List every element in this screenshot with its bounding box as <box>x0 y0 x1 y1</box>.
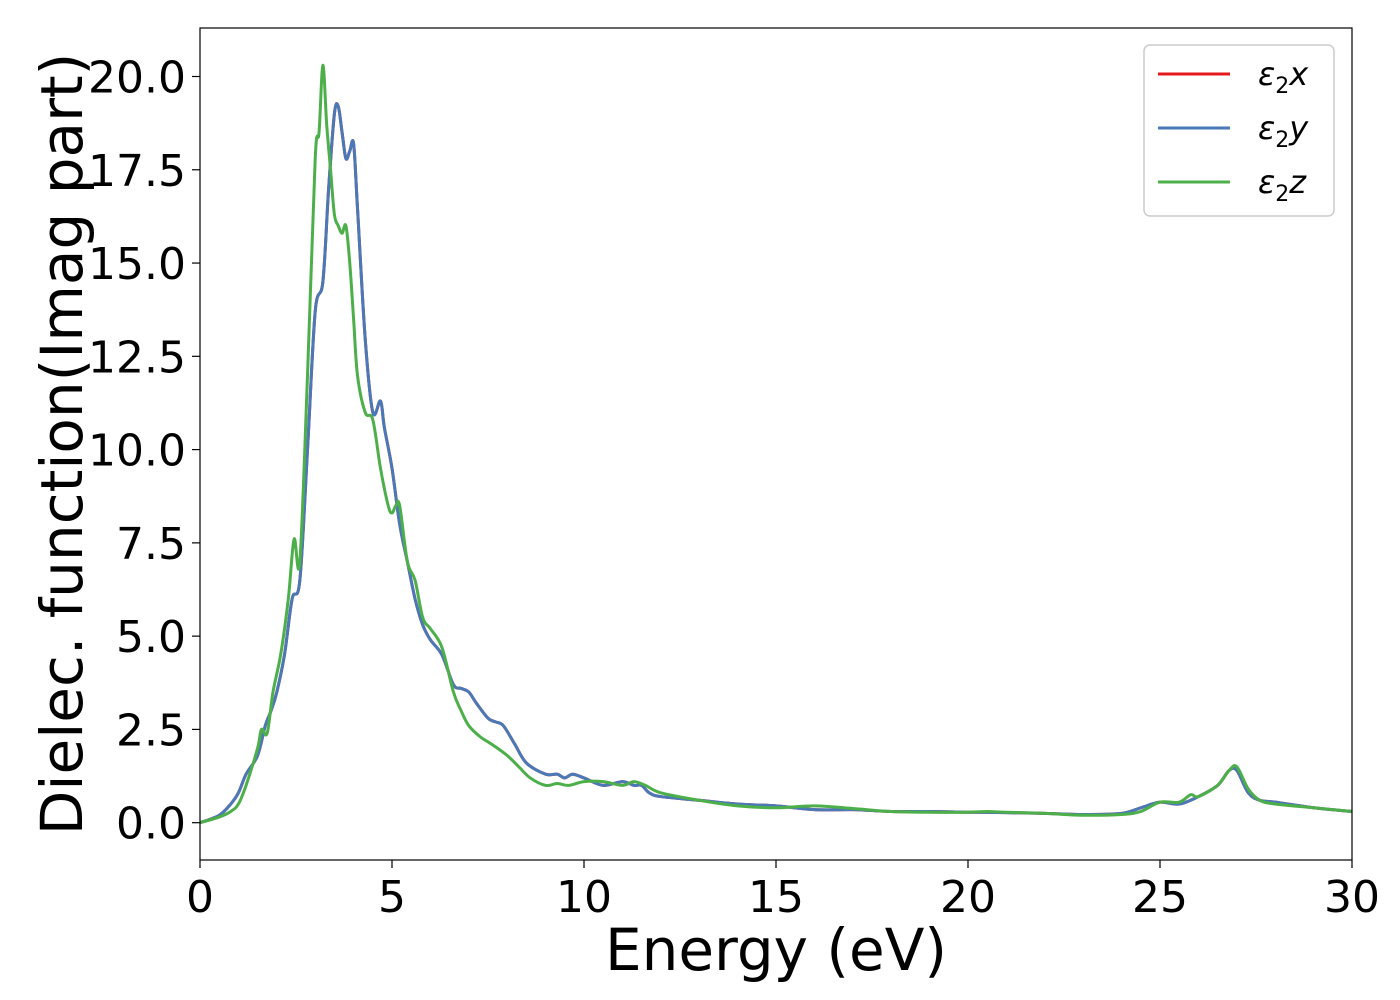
series-layer <box>200 63 1352 825</box>
y-tick-label: 12.5 <box>88 332 186 383</box>
series-line-z <box>200 63 1352 825</box>
x-tick-label: 5 <box>378 872 406 923</box>
legend: ε2x ε2y ε2z <box>1143 44 1335 217</box>
y-tick-label: 10.0 <box>88 426 186 477</box>
y-tick-label: 2.5 <box>116 705 186 756</box>
x-tick-label: 25 <box>1132 872 1188 923</box>
y-tick-label: 15.0 <box>88 239 186 290</box>
y-tick-label: 17.5 <box>88 146 186 197</box>
y-axis-title: Dielec. function(Imag part) <box>28 53 96 836</box>
x-tick-label: 15 <box>748 872 804 923</box>
legend-box <box>1143 44 1335 217</box>
x-tick-label: 10 <box>556 872 612 923</box>
x-tick-label: 0 <box>186 872 214 923</box>
legend-label-z: ε2z <box>1258 163 1307 207</box>
ticks-layer: 0 5 10 15 20 25 30 0.0 2.5 5.0 7.5 10.0 12.5 15.0 17.5… <box>88 53 1380 923</box>
x-tick-label: 30 <box>1324 872 1380 923</box>
x-tick-label: 20 <box>940 872 996 923</box>
y-tick-label: 7.5 <box>116 519 186 570</box>
y-tick-label: 5.0 <box>116 612 186 663</box>
x-axis-title: Energy (eV) <box>605 916 947 984</box>
legend-label-y: ε2y <box>1258 109 1309 153</box>
legend-label-x: ε2x <box>1258 55 1309 99</box>
plot-frame <box>199 27 1353 861</box>
y-tick-label: 0.0 <box>116 799 186 850</box>
y-tick-label: 20.0 <box>88 53 186 104</box>
